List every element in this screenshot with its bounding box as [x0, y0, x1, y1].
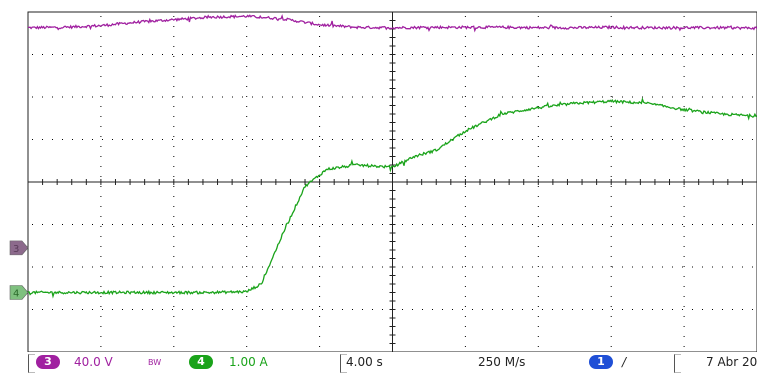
- trace-ch4: [27, 97, 757, 299]
- status-bracket-right: [674, 354, 681, 373]
- ch3-badge[interactable]: 3: [36, 355, 60, 369]
- ch4-level-marker: [9, 285, 29, 300]
- date: 7 Abr 20: [706, 355, 757, 369]
- ch4-scale: 1.00 A: [229, 355, 268, 369]
- ch3-level-marker-label: 3: [13, 244, 19, 255]
- timebase: 4.00 s: [346, 355, 383, 369]
- graticule: [27, 11, 757, 352]
- sample-rate: 250 M/s: [478, 355, 526, 369]
- trigger-badge[interactable]: 1: [589, 355, 613, 369]
- ch3-level-marker: [9, 240, 29, 256]
- trigger-slope-icon: /: [622, 355, 627, 369]
- ch4-level-marker-label: 4: [13, 289, 19, 300]
- trace-ch3: [27, 13, 757, 33]
- ch3-coupling-icon: BW: [148, 358, 162, 367]
- ch4-badge[interactable]: 4: [189, 355, 213, 369]
- status-bar: 3 40.0 V BW 4 1.00 A 4.00 s 250 M/s 1 / …: [0, 352, 757, 373]
- traces: [27, 13, 757, 299]
- oscilloscope-display: 34: [9, 11, 757, 352]
- ch3-scale: 40.0 V: [74, 355, 113, 369]
- status-bracket-left: [28, 354, 35, 373]
- channel-markers: 34: [9, 240, 29, 300]
